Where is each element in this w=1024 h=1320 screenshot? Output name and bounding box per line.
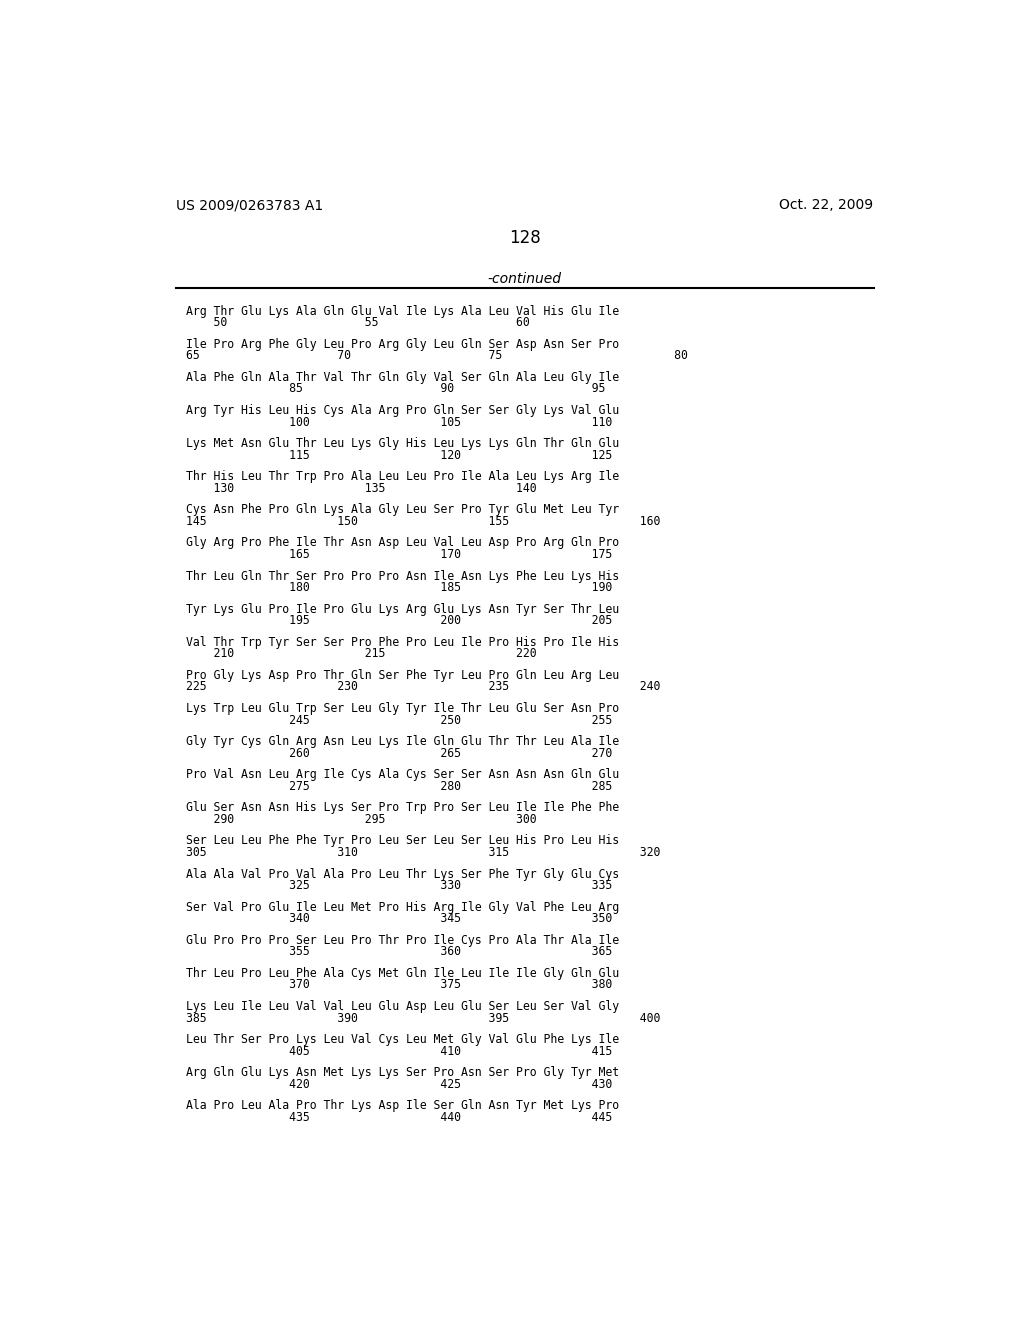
Text: Glu Pro Pro Pro Ser Leu Pro Thr Pro Ile Cys Pro Ala Thr Ala Ile: Glu Pro Pro Pro Ser Leu Pro Thr Pro Ile … bbox=[186, 933, 620, 946]
Text: Ala Phe Gln Ala Thr Val Thr Gln Gly Val Ser Gln Ala Leu Gly Ile: Ala Phe Gln Ala Thr Val Thr Gln Gly Val … bbox=[186, 371, 620, 384]
Text: Arg Thr Glu Lys Ala Gln Glu Val Ile Lys Ala Leu Val His Glu Ile: Arg Thr Glu Lys Ala Gln Glu Val Ile Lys … bbox=[186, 305, 620, 318]
Text: Lys Trp Leu Glu Trp Ser Leu Gly Tyr Ile Thr Leu Glu Ser Asn Pro: Lys Trp Leu Glu Trp Ser Leu Gly Tyr Ile … bbox=[186, 702, 620, 715]
Text: Ala Pro Leu Ala Pro Thr Lys Asp Ile Ser Gln Asn Tyr Met Lys Pro: Ala Pro Leu Ala Pro Thr Lys Asp Ile Ser … bbox=[186, 1100, 620, 1113]
Text: Pro Val Asn Leu Arg Ile Cys Ala Cys Ser Ser Asn Asn Asn Gln Glu: Pro Val Asn Leu Arg Ile Cys Ala Cys Ser … bbox=[186, 768, 620, 781]
Text: 165                   170                   175: 165 170 175 bbox=[186, 548, 612, 561]
Text: 290                   295                   300: 290 295 300 bbox=[186, 813, 537, 826]
Text: 128: 128 bbox=[509, 230, 541, 247]
Text: 385                   390                   395                   400: 385 390 395 400 bbox=[186, 1011, 660, 1024]
Text: 65                    70                    75                         80: 65 70 75 80 bbox=[186, 350, 688, 363]
Text: Ala Ala Val Pro Val Ala Pro Leu Thr Lys Ser Phe Tyr Gly Glu Cys: Ala Ala Val Pro Val Ala Pro Leu Thr Lys … bbox=[186, 867, 620, 880]
Text: US 2009/0263783 A1: US 2009/0263783 A1 bbox=[176, 198, 324, 213]
Text: Arg Tyr His Leu His Cys Ala Arg Pro Gln Ser Ser Gly Lys Val Glu: Arg Tyr His Leu His Cys Ala Arg Pro Gln … bbox=[186, 404, 620, 417]
Text: Arg Gln Glu Lys Asn Met Lys Lys Ser Pro Asn Ser Pro Gly Tyr Met: Arg Gln Glu Lys Asn Met Lys Lys Ser Pro … bbox=[186, 1067, 620, 1080]
Text: 130                   135                   140: 130 135 140 bbox=[186, 482, 537, 495]
Text: Thr Leu Gln Thr Ser Pro Pro Pro Asn Ile Asn Lys Phe Leu Lys His: Thr Leu Gln Thr Ser Pro Pro Pro Asn Ile … bbox=[186, 570, 620, 582]
Text: Lys Met Asn Glu Thr Leu Lys Gly His Leu Lys Lys Gln Thr Gln Glu: Lys Met Asn Glu Thr Leu Lys Gly His Leu … bbox=[186, 437, 620, 450]
Text: 305                   310                   315                   320: 305 310 315 320 bbox=[186, 846, 660, 859]
Text: 435                   440                   445: 435 440 445 bbox=[186, 1111, 612, 1123]
Text: 225                   230                   235                   240: 225 230 235 240 bbox=[186, 681, 660, 693]
Text: 195                   200                   205: 195 200 205 bbox=[186, 614, 612, 627]
Text: -continued: -continued bbox=[487, 272, 562, 286]
Text: 100                   105                   110: 100 105 110 bbox=[186, 416, 612, 429]
Text: Thr Leu Pro Leu Phe Ala Cys Met Gln Ile Leu Ile Ile Gly Gln Glu: Thr Leu Pro Leu Phe Ala Cys Met Gln Ile … bbox=[186, 966, 620, 979]
Text: 340                   345                   350: 340 345 350 bbox=[186, 912, 612, 925]
Text: 405                   410                   415: 405 410 415 bbox=[186, 1044, 612, 1057]
Text: Gly Tyr Cys Gln Arg Asn Leu Lys Ile Gln Glu Thr Thr Leu Ala Ile: Gly Tyr Cys Gln Arg Asn Leu Lys Ile Gln … bbox=[186, 735, 620, 748]
Text: Lys Leu Ile Leu Val Val Leu Glu Asp Leu Glu Ser Leu Ser Val Gly: Lys Leu Ile Leu Val Val Leu Glu Asp Leu … bbox=[186, 1001, 620, 1012]
Text: 275                   280                   285: 275 280 285 bbox=[186, 780, 612, 793]
Text: Ile Pro Arg Phe Gly Leu Pro Arg Gly Leu Gln Ser Asp Asn Ser Pro: Ile Pro Arg Phe Gly Leu Pro Arg Gly Leu … bbox=[186, 338, 620, 351]
Text: Oct. 22, 2009: Oct. 22, 2009 bbox=[779, 198, 873, 213]
Text: Ser Val Pro Glu Ile Leu Met Pro His Arg Ile Gly Val Phe Leu Arg: Ser Val Pro Glu Ile Leu Met Pro His Arg … bbox=[186, 900, 620, 913]
Text: 180                   185                   190: 180 185 190 bbox=[186, 581, 612, 594]
Text: 115                   120                   125: 115 120 125 bbox=[186, 449, 612, 462]
Text: 50                    55                    60: 50 55 60 bbox=[186, 317, 529, 329]
Text: Cys Asn Phe Pro Gln Lys Ala Gly Leu Ser Pro Tyr Glu Met Leu Tyr: Cys Asn Phe Pro Gln Lys Ala Gly Leu Ser … bbox=[186, 503, 620, 516]
Text: Val Thr Trp Tyr Ser Ser Pro Phe Pro Leu Ile Pro His Pro Ile His: Val Thr Trp Tyr Ser Ser Pro Phe Pro Leu … bbox=[186, 636, 620, 649]
Text: Tyr Lys Glu Pro Ile Pro Glu Lys Arg Glu Lys Asn Tyr Ser Thr Leu: Tyr Lys Glu Pro Ile Pro Glu Lys Arg Glu … bbox=[186, 603, 620, 615]
Text: Ser Leu Leu Phe Phe Tyr Pro Leu Ser Leu Ser Leu His Pro Leu His: Ser Leu Leu Phe Phe Tyr Pro Leu Ser Leu … bbox=[186, 834, 620, 847]
Text: 145                   150                   155                   160: 145 150 155 160 bbox=[186, 515, 660, 528]
Text: 260                   265                   270: 260 265 270 bbox=[186, 747, 612, 760]
Text: Leu Thr Ser Pro Lys Leu Val Cys Leu Met Gly Val Glu Phe Lys Ile: Leu Thr Ser Pro Lys Leu Val Cys Leu Met … bbox=[186, 1034, 620, 1047]
Text: 370                   375                   380: 370 375 380 bbox=[186, 978, 612, 991]
Text: 355                   360                   365: 355 360 365 bbox=[186, 945, 612, 958]
Text: Glu Ser Asn Asn His Lys Ser Pro Trp Pro Ser Leu Ile Ile Phe Phe: Glu Ser Asn Asn His Lys Ser Pro Trp Pro … bbox=[186, 801, 620, 814]
Text: 325                   330                   335: 325 330 335 bbox=[186, 879, 612, 892]
Text: 420                   425                   430: 420 425 430 bbox=[186, 1077, 612, 1090]
Text: 210                   215                   220: 210 215 220 bbox=[186, 647, 537, 660]
Text: Thr His Leu Thr Trp Pro Ala Leu Leu Pro Ile Ala Leu Lys Arg Ile: Thr His Leu Thr Trp Pro Ala Leu Leu Pro … bbox=[186, 470, 620, 483]
Text: Gly Arg Pro Phe Ile Thr Asn Asp Leu Val Leu Asp Pro Arg Gln Pro: Gly Arg Pro Phe Ile Thr Asn Asp Leu Val … bbox=[186, 536, 620, 549]
Text: 245                   250                   255: 245 250 255 bbox=[186, 714, 612, 726]
Text: 85                    90                    95: 85 90 95 bbox=[186, 383, 605, 396]
Text: Pro Gly Lys Asp Pro Thr Gln Ser Phe Tyr Leu Pro Gln Leu Arg Leu: Pro Gly Lys Asp Pro Thr Gln Ser Phe Tyr … bbox=[186, 669, 620, 682]
